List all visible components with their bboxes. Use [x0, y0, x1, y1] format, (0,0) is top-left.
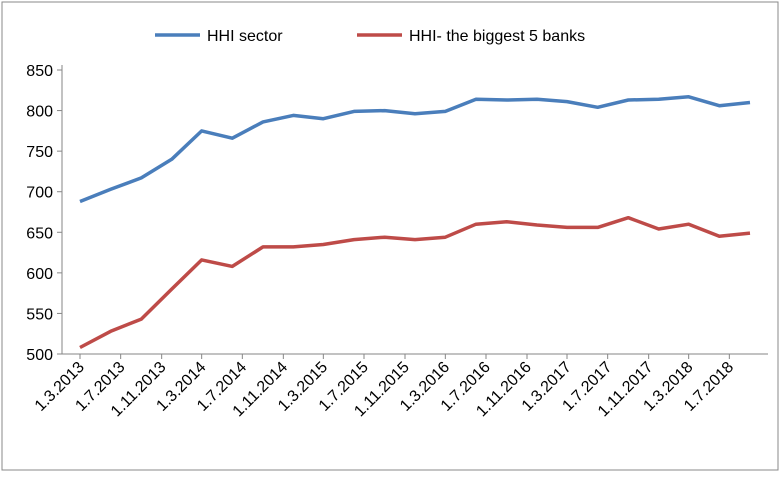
legend-label: HHI sector — [207, 28, 283, 45]
y-tick-label: 800 — [26, 104, 53, 121]
y-tick-label: 500 — [26, 347, 53, 364]
legend-label: HHI- the biggest 5 banks — [409, 28, 585, 45]
series-line — [79, 95, 751, 204]
y-tick-label: 750 — [26, 144, 53, 161]
y-tick-label: 650 — [26, 225, 53, 242]
y-tick-label: 850 — [26, 63, 53, 80]
y-tick-label: 700 — [26, 185, 53, 202]
y-tick-label: 600 — [26, 266, 53, 283]
series-line — [79, 215, 751, 350]
y-tick-label: 550 — [26, 306, 53, 323]
